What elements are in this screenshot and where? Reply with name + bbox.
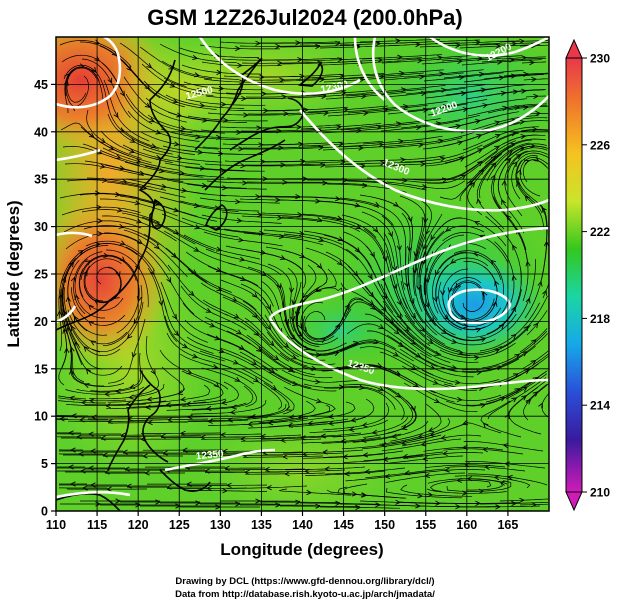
x-tick-label: 130 [210,518,231,532]
y-tick-label: 0 [41,505,48,519]
x-tick-label: 120 [128,518,149,532]
y-tick-label: 10 [34,410,48,424]
x-tick-label: 125 [169,518,190,532]
y-tick-label: 30 [34,220,48,234]
y-tick-label: 45 [34,78,48,92]
colorbar: 230 226 222 218 214 210 [566,40,610,510]
credit-line-1: Drawing by DCL (https://www.gfd-dennou.o… [175,576,434,587]
colorbar-top-arrow [566,40,582,58]
y-axis-label: Latitude (degrees) [4,200,23,347]
colorbar-bottom-arrow [566,492,582,510]
y-tick-label: 20 [34,315,48,329]
y-tick-label: 40 [34,125,48,139]
chart-title: GSM 12Z26Jul2024 (200.0hPa) [147,5,463,30]
x-axis-label: Longitude (degrees) [220,540,383,559]
y-tick-label: 35 [34,173,48,187]
colorbar-tick-label: 210 [590,486,610,500]
colorbar-tick-label: 230 [590,52,610,66]
credit-line-2: Data from http://database.rish.kyoto-u.a… [175,589,435,600]
y-axis: 0 5 10 15 20 25 30 35 40 45 [34,78,56,519]
x-axis: 110 115 120 125 130 135 140 145 150 155 160 165 [46,511,518,532]
y-tick-label: 15 [34,362,48,376]
x-tick-label: 110 [46,518,66,532]
x-tick-label: 140 [292,518,313,532]
x-tick-label: 160 [456,518,477,532]
colorbar-tick-label: 218 [590,312,610,326]
colorbar-tick-label: 222 [590,225,610,239]
y-tick-label: 5 [41,457,48,471]
x-tick-label: 135 [251,518,272,532]
x-tick-label: 165 [497,518,518,532]
x-tick-label: 155 [415,518,436,532]
colorbar-tick-label: 226 [590,138,610,152]
x-tick-label: 150 [374,518,395,532]
x-tick-label: 145 [333,518,354,532]
x-tick-label: 115 [87,518,107,532]
colorbar-tick-label: 214 [590,399,610,413]
y-tick-label: 25 [34,268,48,282]
